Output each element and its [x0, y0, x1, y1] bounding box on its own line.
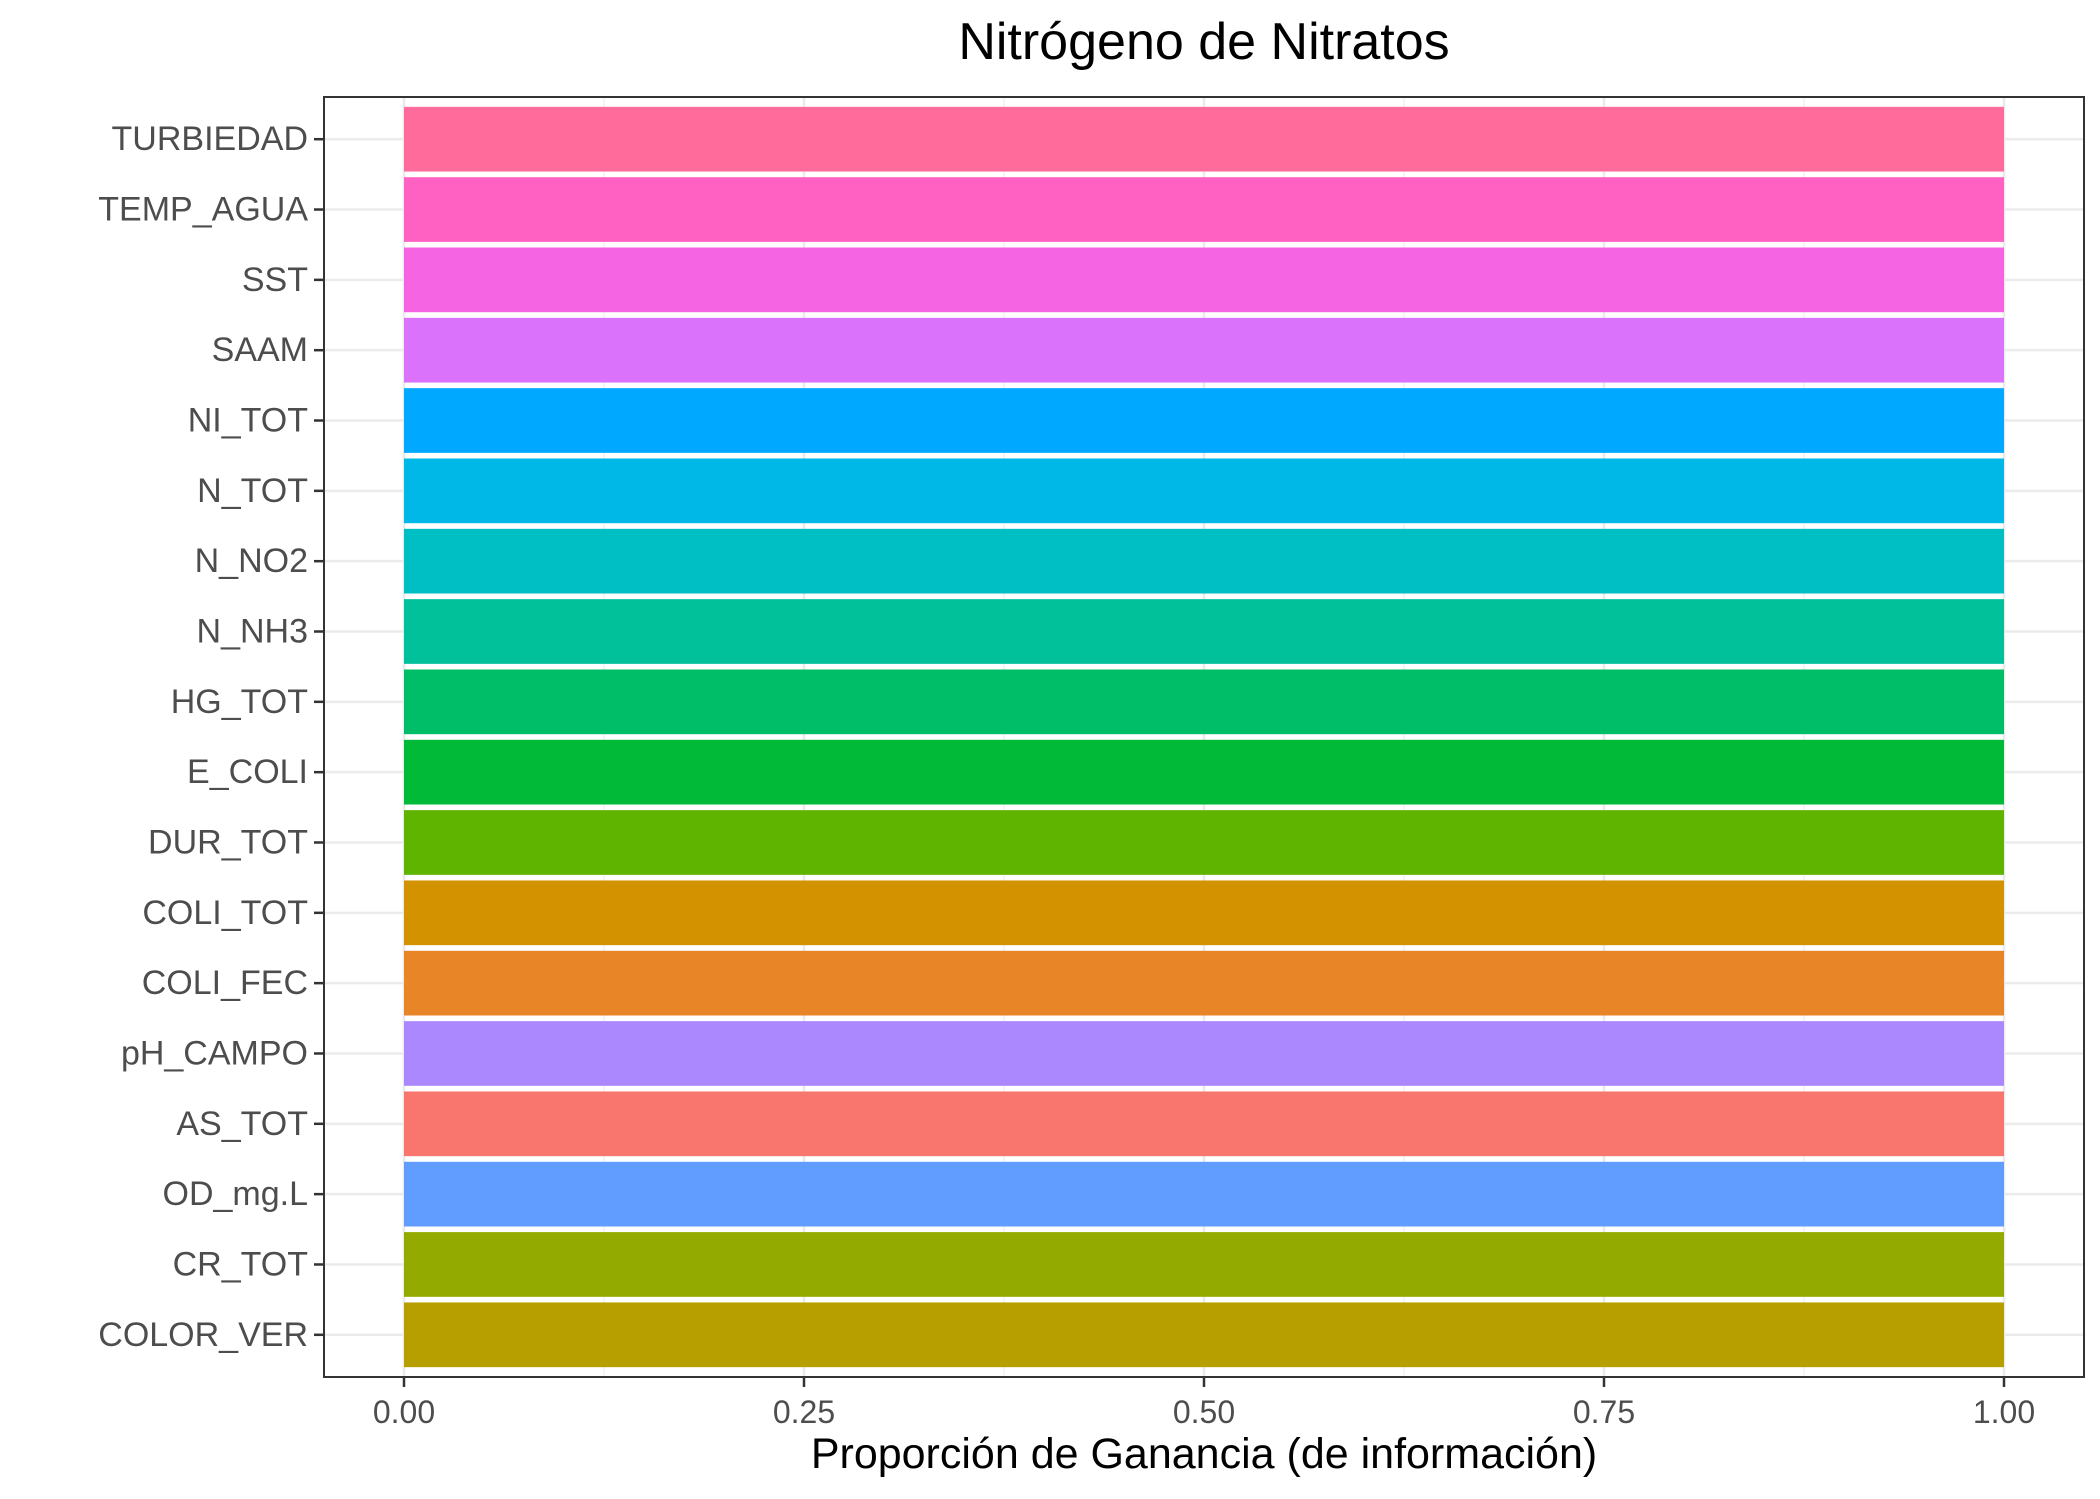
y-tick-label: HG_TOT [171, 683, 308, 721]
y-tick-label: DUR_TOT [148, 823, 308, 861]
x-tick-label: 1.00 [1973, 1394, 2035, 1430]
bar-E_COLI [404, 739, 2004, 805]
x-tick-label: 0.00 [373, 1394, 435, 1430]
x-tick-label: 0.75 [1573, 1394, 1635, 1430]
y-tick-label: N_TOT [197, 472, 308, 510]
y-axis: TURBIEDAD TEMP_AGUA SST SAAM NI_TOT N_TOT N_NO… [98, 120, 324, 1354]
y-tick-label: COLI_TOT [142, 894, 308, 932]
y-tick-label: NI_TOT [188, 402, 308, 440]
bar-TURBIEDAD [404, 106, 2004, 172]
y-tick-label: TURBIEDAD [112, 120, 308, 158]
bar-TEMP_AGUA [404, 177, 2004, 242]
bar-N_NO2 [404, 528, 2004, 594]
y-tick-label: OD_mg.L [163, 1175, 309, 1213]
bar-N_NH3 [404, 599, 2004, 664]
bar-AS_TOT [404, 1091, 2004, 1157]
y-tick-label: N_NO2 [195, 542, 308, 580]
x-axis-label: Proporción de Ganancia (de información) [810, 1430, 1598, 1478]
bar-pH_CAMPO [404, 1021, 2004, 1086]
chart-title: Nitrógeno de Nitratos [958, 13, 1450, 71]
y-tick-label: SST [242, 261, 308, 299]
x-axis: 0.00 0.25 0.50 0.75 1.00 [373, 1377, 2035, 1430]
y-tick-label: TEMP_AGUA [98, 191, 308, 229]
bars [404, 106, 2004, 1368]
y-tick-label: E_COLI [187, 753, 308, 791]
y-tick-label: N_NH3 [197, 613, 308, 651]
y-tick-label: AS_TOT [176, 1105, 308, 1143]
bar-SST [404, 247, 2004, 313]
x-tick-label: 0.50 [1173, 1394, 1235, 1430]
y-tick-label: COLOR_VER [98, 1316, 308, 1354]
bar-NI_TOT [404, 388, 2004, 453]
bar-COLOR_VER [404, 1302, 2004, 1368]
y-tick-label: CR_TOT [173, 1245, 308, 1283]
bar-CR_TOT [404, 1232, 2004, 1297]
bar-DUR_TOT [404, 810, 2004, 875]
bar-COLI_TOT [404, 880, 2004, 946]
x-tick-label: 0.25 [773, 1394, 835, 1430]
y-tick-label: SAAM [212, 331, 308, 369]
y-tick-label: COLI_FEC [142, 964, 308, 1002]
bar-HG_TOT [404, 669, 2004, 735]
bar-SAAM [404, 317, 2004, 383]
bar-COLI_FEC [404, 950, 2004, 1016]
y-tick-label: pH_CAMPO [121, 1034, 308, 1072]
bar-N_TOT [404, 458, 2004, 524]
bar-OD_mg.L [404, 1161, 2004, 1227]
